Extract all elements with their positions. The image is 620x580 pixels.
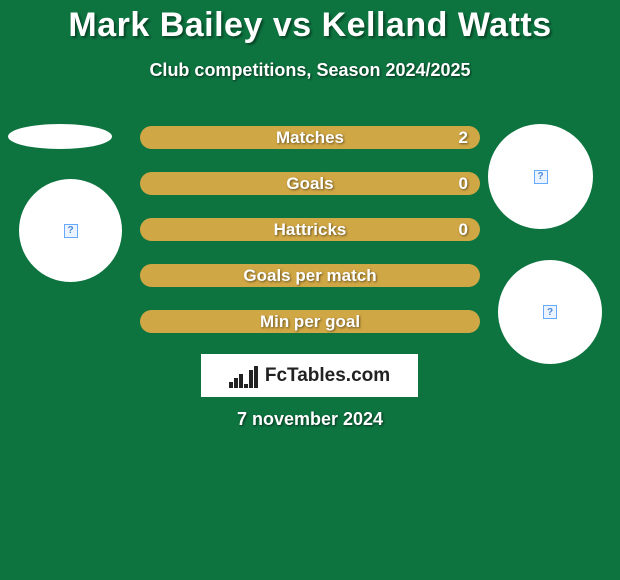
stat-row-goals: Goals 0 — [140, 172, 480, 195]
image-placeholder-icon: ? — [64, 224, 78, 238]
stat-row-hattricks: Hattricks 0 — [140, 218, 480, 241]
stat-label: Goals per match — [140, 266, 480, 286]
stat-value-right: 0 — [459, 220, 468, 240]
brand-bars-icon — [229, 364, 259, 388]
stat-value-right: 0 — [459, 174, 468, 194]
image-placeholder-icon: ? — [543, 305, 557, 319]
date-label: 7 november 2024 — [0, 409, 620, 430]
page-subtitle: Club competitions, Season 2024/2025 — [0, 60, 620, 81]
page-title: Mark Bailey vs Kelland Watts — [0, 6, 620, 45]
image-placeholder-icon: ? — [534, 170, 548, 184]
stat-label: Matches — [140, 128, 480, 148]
stat-label: Hattricks — [140, 220, 480, 240]
stat-label: Goals — [140, 174, 480, 194]
stat-row-goals-per-match: Goals per match — [140, 264, 480, 287]
stat-row-min-per-goal: Min per goal — [140, 310, 480, 333]
brand-text: FcTables.com — [265, 365, 390, 387]
brand-logo: FcTables.com — [201, 354, 418, 397]
player-right-photo: ? — [488, 124, 593, 229]
player-left-photo: ? — [19, 179, 122, 282]
stat-row-matches: Matches 2 — [140, 126, 480, 149]
team-left-logo — [8, 124, 112, 149]
team-right-logo: ? — [498, 260, 602, 364]
stat-label: Min per goal — [140, 312, 480, 332]
stat-value-right: 2 — [459, 128, 468, 148]
